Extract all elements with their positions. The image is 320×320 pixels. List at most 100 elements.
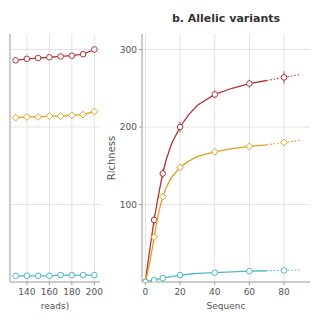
- x-grid-line: [284, 34, 285, 282]
- point-marker: [247, 268, 253, 274]
- point-marker: [92, 47, 98, 53]
- point-marker: [24, 56, 30, 62]
- point-marker: [92, 272, 98, 278]
- y-grid-line: [142, 49, 310, 50]
- x-tick: [145, 282, 146, 285]
- x-tick: [180, 282, 181, 285]
- x-tick-label: 80: [278, 287, 290, 297]
- x-tick: [49, 282, 50, 285]
- series: [145, 81, 266, 283]
- point-marker: [212, 92, 218, 98]
- x-tick: [249, 282, 250, 285]
- x-axis-line: [142, 282, 310, 283]
- point-marker: [47, 54, 53, 60]
- y-tick: [139, 204, 142, 205]
- point-marker: [23, 114, 30, 121]
- point-marker: [80, 272, 86, 278]
- x-grid-line: [180, 34, 181, 282]
- y-grid-line: [10, 127, 100, 128]
- point-marker: [35, 114, 42, 121]
- point-marker: [46, 113, 53, 120]
- point-marker: [69, 272, 75, 278]
- point-marker: [281, 75, 287, 81]
- point-marker: [151, 234, 158, 241]
- point-marker: [80, 51, 86, 57]
- plot-area: [12, 47, 98, 279]
- y-tick: [139, 49, 142, 50]
- y-tick-label: 300: [120, 45, 137, 55]
- y-axis-line: [10, 34, 11, 282]
- point-marker: [143, 279, 149, 282]
- series: [13, 47, 97, 63]
- point-marker: [35, 55, 41, 61]
- point-marker: [142, 279, 149, 282]
- y-grid-line: [142, 204, 310, 205]
- x-tick-label: 60: [244, 287, 256, 297]
- x-axis-line: [10, 282, 100, 283]
- x-grid-line: [49, 34, 50, 282]
- y-axis-line: [142, 34, 143, 282]
- series-line: [145, 81, 266, 283]
- x-tick: [71, 282, 72, 285]
- y-grid-line: [10, 204, 100, 205]
- x-tick: [26, 282, 27, 285]
- point-marker: [24, 273, 30, 279]
- y-axis-label: Richness: [106, 136, 117, 180]
- x-tick-label: 0: [143, 287, 149, 297]
- point-marker: [177, 272, 183, 278]
- x-tick: [94, 282, 95, 285]
- point-marker: [57, 113, 64, 120]
- point-marker: [47, 273, 53, 279]
- series: [13, 272, 97, 278]
- point-marker: [247, 81, 253, 87]
- x-tick-label: 40: [209, 287, 221, 297]
- x-tick-label: 160: [41, 287, 58, 297]
- series: [143, 268, 287, 282]
- point-marker: [281, 139, 288, 146]
- x-tick-label: 200: [86, 287, 103, 297]
- panel: 140 160 180 200 reads): [10, 34, 103, 311]
- series-line: [267, 74, 302, 80]
- x-grid-line: [249, 34, 250, 282]
- point-marker: [35, 273, 41, 279]
- point-marker: [80, 111, 87, 118]
- point-marker: [151, 277, 157, 282]
- point-marker: [91, 108, 98, 115]
- point-marker: [151, 217, 157, 223]
- y-tick-label: 200: [120, 122, 137, 132]
- x-axis-label: reads): [41, 301, 69, 311]
- series: [142, 139, 287, 282]
- point-marker: [246, 143, 253, 150]
- x-tick: [214, 282, 215, 285]
- panel: 020406080100200300SequencRichnessb. Alle…: [106, 12, 310, 311]
- x-grid-line: [94, 34, 95, 282]
- series: [12, 108, 98, 121]
- chart-svg: 140160180200reads)020406080100200300Sequ…: [0, 0, 320, 320]
- series: [145, 145, 266, 282]
- point-marker: [143, 279, 149, 282]
- point-marker: [281, 268, 287, 274]
- series: [267, 74, 302, 80]
- x-axis-label: Sequenc: [207, 301, 246, 311]
- y-grid-line: [142, 127, 310, 128]
- point-marker: [12, 114, 19, 121]
- point-marker: [160, 275, 166, 281]
- y-grid-line: [10, 49, 100, 50]
- x-grid-line: [26, 34, 27, 282]
- series: [143, 71, 287, 282]
- y-tick: [139, 127, 142, 128]
- x-grid-line: [145, 34, 146, 282]
- x-grid-line: [214, 34, 215, 282]
- x-tick-label: 140: [18, 287, 35, 297]
- x-tick: [284, 282, 285, 285]
- y-tick-label: 100: [120, 200, 137, 210]
- point-marker: [58, 272, 64, 278]
- x-tick-label: 180: [63, 287, 80, 297]
- point-marker: [58, 54, 64, 60]
- chart-title: b. Allelic variants: [172, 12, 281, 25]
- point-marker: [13, 273, 19, 279]
- point-marker: [211, 148, 218, 155]
- point-marker: [212, 270, 218, 276]
- point-marker: [69, 53, 75, 59]
- point-marker: [177, 124, 183, 130]
